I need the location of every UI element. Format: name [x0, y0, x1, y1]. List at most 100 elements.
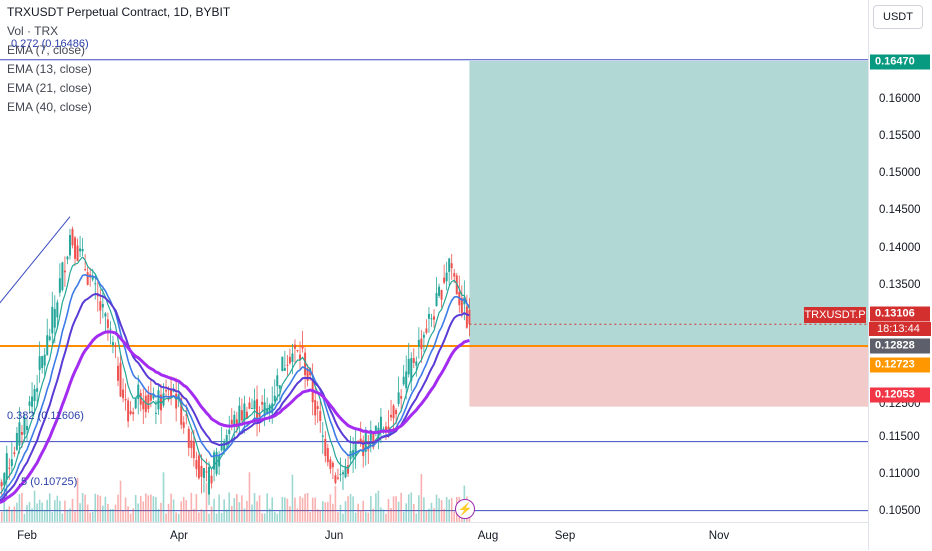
candle-body — [99, 301, 101, 310]
volume-bar — [140, 496, 142, 522]
ema13-legend[interactable]: EMA (13, close) — [7, 62, 92, 76]
candle-body — [334, 475, 336, 483]
chart-area[interactable]: TRXUSDT Perpetual Contract, 1D, BYBIT Vo… — [0, 0, 868, 522]
volume-bar — [107, 504, 109, 522]
candle-body — [56, 302, 58, 317]
target-price-label: 0.16470 — [870, 55, 930, 70]
candle-body — [433, 316, 435, 319]
candle-body — [428, 314, 430, 319]
volume-bar — [342, 514, 344, 522]
candle-body — [11, 459, 13, 466]
candle-body — [430, 318, 432, 319]
candle-body — [337, 477, 339, 478]
volume-bar — [279, 510, 281, 522]
volume-bar — [289, 506, 291, 522]
candle-body — [104, 313, 106, 316]
candle-body — [21, 432, 23, 435]
volume-bar — [183, 497, 185, 522]
price-tick: 0.11000 — [879, 468, 920, 480]
volume-bar — [367, 513, 369, 522]
volume-legend[interactable]: Vol · TRX — [7, 24, 58, 38]
volume-bar — [314, 498, 316, 522]
price-chart[interactable] — [0, 0, 868, 522]
volume-bar — [410, 492, 412, 522]
volume-bar — [446, 497, 448, 522]
volume-bar — [335, 486, 337, 522]
volume-bar — [294, 498, 296, 522]
volume-bar — [218, 495, 220, 522]
volume-bar — [84, 495, 86, 522]
volume-bar — [378, 491, 380, 522]
price-axis[interactable]: USDT 0.16000 0.15500 0.15000 0.14500 0.1… — [868, 0, 932, 550]
volume-bar — [180, 501, 182, 522]
candle-body — [418, 340, 420, 347]
volume-bar — [264, 513, 266, 522]
candle-body — [120, 363, 122, 397]
candle-body — [8, 468, 10, 469]
volume-bar — [110, 509, 112, 522]
volume-bar — [299, 496, 301, 522]
candle-body — [393, 405, 395, 418]
candle-body — [319, 411, 321, 421]
volume-bar — [206, 483, 208, 522]
candle-body — [420, 339, 422, 349]
time-tick: Aug — [478, 530, 498, 542]
candle-body — [324, 439, 326, 456]
candle-body — [339, 474, 341, 475]
volume-bar — [254, 493, 256, 522]
candle-body — [408, 359, 410, 374]
volume-bar — [127, 506, 129, 522]
candle-body — [446, 273, 448, 282]
volume-bar — [34, 491, 36, 522]
volume-bar — [340, 505, 342, 522]
volume-bar — [416, 514, 418, 522]
volume-bar — [105, 497, 107, 522]
candle-body — [130, 411, 132, 414]
volume-bar — [72, 499, 74, 522]
volume-bar — [236, 494, 238, 522]
candle-body — [256, 399, 258, 420]
fib-5-label: .5 (0.10725) — [18, 476, 77, 488]
volume-bar — [337, 512, 339, 522]
ema40-legend[interactable]: EMA (40, close) — [7, 100, 92, 114]
candle-body — [436, 293, 438, 306]
price-tick: 0.11500 — [879, 431, 920, 443]
volume-bar — [428, 509, 430, 522]
candle-body — [69, 235, 71, 255]
candle-body — [286, 365, 288, 366]
lightning-icon[interactable]: ⚡ — [455, 499, 475, 519]
candle-body — [112, 342, 114, 345]
candle-body — [82, 249, 84, 251]
volume-bar — [125, 497, 127, 522]
volume-bar — [19, 494, 21, 522]
chart-title[interactable]: TRXUSDT Perpetual Contract, 1D, BYBIT — [7, 5, 230, 19]
candle-body — [332, 463, 334, 467]
volume-bar — [390, 508, 392, 522]
ema21-legend[interactable]: EMA (21, close) — [7, 81, 92, 95]
time-tick: Jun — [325, 530, 344, 542]
volume-bar — [309, 512, 311, 522]
volume-bar — [388, 499, 390, 522]
volume-bar — [400, 493, 402, 522]
candle-body — [114, 345, 116, 346]
volume-bar — [451, 498, 453, 522]
candle-body — [188, 429, 190, 448]
candle-body — [66, 257, 68, 260]
volume-bar — [317, 509, 319, 522]
volume-bar — [160, 503, 162, 522]
volume-bar — [302, 498, 304, 522]
candle-body — [72, 229, 74, 245]
volume-bar — [373, 509, 375, 522]
volume-bar — [211, 507, 213, 522]
time-axis[interactable]: Feb Apr Jun Aug Sep Nov — [0, 522, 868, 551]
currency-button[interactable]: USDT — [873, 5, 923, 29]
volume-bar — [226, 509, 228, 522]
candle-body — [342, 472, 344, 474]
volume-bar — [221, 513, 223, 522]
candle-body — [84, 269, 86, 270]
time-tick: Sep — [555, 530, 575, 542]
candle-body — [451, 263, 453, 268]
candle-body — [31, 397, 33, 407]
volume-bar — [11, 510, 13, 522]
candle-body — [438, 287, 440, 296]
